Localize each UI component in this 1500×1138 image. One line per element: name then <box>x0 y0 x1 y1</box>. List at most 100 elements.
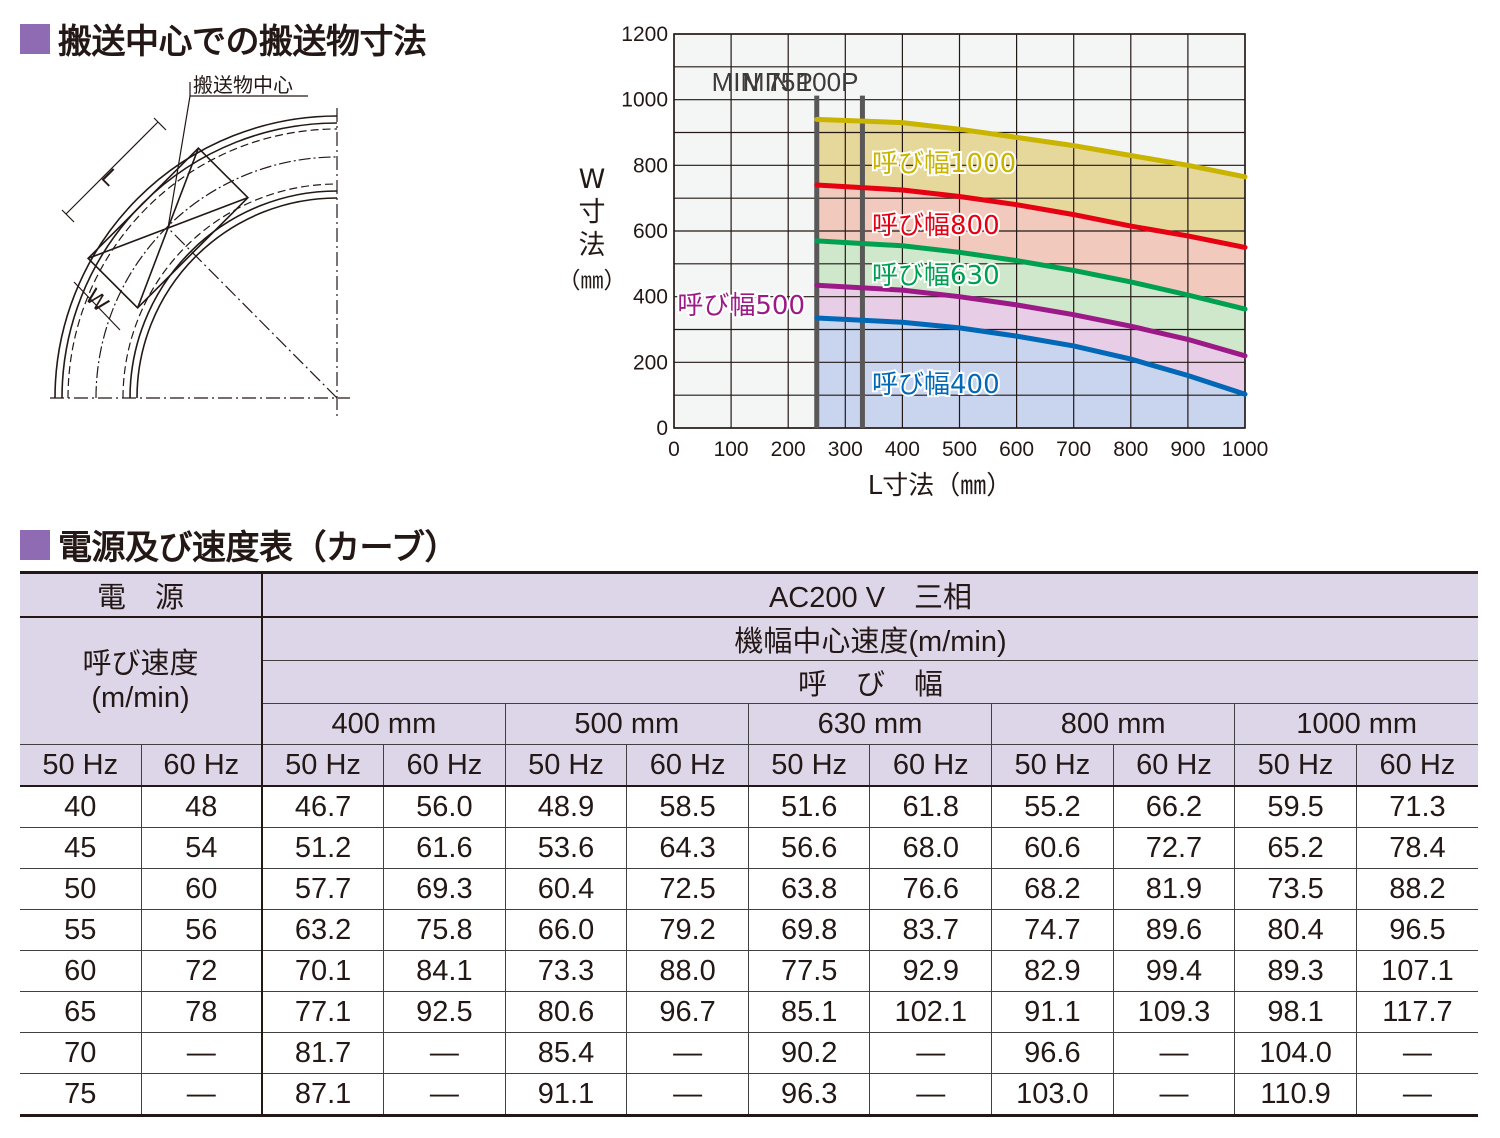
table-cell: 69.3 <box>383 868 506 910</box>
table-cell: — <box>1112 1073 1236 1117</box>
frequency-header-0: 50 Hz <box>20 744 142 787</box>
x-tick-label: 800 <box>1113 438 1148 461</box>
table-cell: — <box>140 1073 264 1117</box>
table-cell: — <box>626 1032 749 1074</box>
table-cell: 56.6 <box>747 827 871 869</box>
table-cell: 91.1 <box>991 991 1114 1033</box>
table-cell: 78.4 <box>1355 827 1478 869</box>
table-cell: 73.5 <box>1234 868 1357 910</box>
table-cell: 60 <box>20 950 142 992</box>
table-cell: 98.1 <box>1234 991 1357 1033</box>
frequency-header-10: 50 Hz <box>1234 744 1357 787</box>
y-axis-title-part-1: W <box>579 164 606 195</box>
rated-speed-unit: (m/min) <box>91 682 190 714</box>
table-cell: 51.2 <box>261 827 385 869</box>
table-row: 50 60 57.7 69.3 60.4 72.5 63.8 76.6 68.2 81.9 73.5… <box>20 868 1478 910</box>
table-cell: 60 <box>140 868 264 910</box>
table-cell: 77.1 <box>261 991 385 1033</box>
table-row: 70—81.7—85.4—90.2—96.6—104.0— <box>20 1032 1478 1074</box>
rated-speed-header: 呼び速度 (m/min) <box>20 616 264 745</box>
y-axis-title-part-4: （㎜） <box>560 268 627 294</box>
x-tick-label: 700 <box>1056 438 1091 461</box>
table-cell: 96.7 <box>626 991 749 1033</box>
table-cell: 77.5 <box>747 950 871 992</box>
table-cell: 65 <box>20 991 142 1033</box>
power-speed-table: 電 源 AC200 V 三相 呼び速度 (m/min) 機幅中心速度(m/min… <box>20 571 1478 1117</box>
table-cell: 72.5 <box>626 868 749 910</box>
table-cell: 75 <box>20 1073 142 1117</box>
x-tick-label: 200 <box>771 438 806 461</box>
table-cell: 59.5 <box>1234 785 1357 828</box>
widths-row: 400 mm 500 mm 630 mm 800 mm 1000 mm <box>20 703 1478 745</box>
table-cell: 70 <box>20 1032 142 1074</box>
section-heading-dimensions: 搬送中心での搬送物寸法 <box>20 14 427 63</box>
table-row: 65 78 77.1 92.5 80.6 96.7 85.1 102.1 91.1 109.3 98… <box>20 991 1478 1033</box>
power-value: AC200 V 三相 <box>261 571 1478 618</box>
area-band-0 <box>816 119 1245 248</box>
table-cell: 83.7 <box>869 909 993 951</box>
width-header-2: 630 mm <box>747 703 993 745</box>
y-tick-label: 1200 <box>621 23 668 46</box>
table-cell: 91.1 <box>504 1073 628 1117</box>
table-cell: 55.2 <box>991 785 1114 828</box>
series-label-3: 呼び幅500 <box>677 291 805 321</box>
frequency-header-8: 50 Hz <box>991 744 1114 787</box>
width-header-3: 800 mm <box>991 703 1236 745</box>
table-cell: 65.2 <box>1234 827 1357 869</box>
table-cell: 90.2 <box>747 1032 871 1074</box>
x-tick-label: 100 <box>714 438 749 461</box>
width-header-1: 500 mm <box>504 703 749 745</box>
width-header-0: 400 mm <box>262 703 506 745</box>
table-cell: — <box>869 1073 993 1117</box>
table-cell: 85.4 <box>504 1032 628 1074</box>
table-cell: 99.4 <box>1112 950 1236 992</box>
x-tick-label: 600 <box>999 438 1034 461</box>
table-cell: — <box>1355 1032 1478 1074</box>
center-speed-label: 機幅中心速度(m/min) <box>261 616 1478 661</box>
table-cell: 82.9 <box>991 950 1114 992</box>
x-tick-label: 300 <box>828 438 863 461</box>
table-cell: 89.6 <box>1112 909 1236 951</box>
transport-dimension-chart: 0 100 200 300 400 500 600 700 800 900 1000 0 200 400 6… <box>560 23 1268 501</box>
table-cell: 45 <box>20 827 142 869</box>
table-cell: 57.7 <box>261 868 385 910</box>
curve-dimension-diagram: 搬送物中心 L W <box>50 73 350 418</box>
table-cell: 80.6 <box>504 991 628 1033</box>
series-line-4 <box>814 315 1248 397</box>
table-cell: 70.1 <box>261 950 385 992</box>
frequency-header-7: 60 Hz <box>869 744 993 787</box>
table-cell: 69.8 <box>747 909 871 951</box>
section-heading-power-speed-text: 電源及び速度表（カーブ） <box>58 528 458 568</box>
frequency-header-9: 60 Hz <box>1112 744 1236 787</box>
frequency-header-1: 60 Hz <box>140 744 264 787</box>
plot-frame <box>673 33 1246 429</box>
table-cell: 96.3 <box>747 1073 871 1117</box>
x-tick-label: 900 <box>1170 438 1205 461</box>
table-cell: 40 <box>20 785 142 828</box>
table-cell: 60.6 <box>991 827 1114 869</box>
series-label-1: 呼び幅800 <box>872 211 1000 241</box>
table-cell: 50 <box>20 868 142 910</box>
rated-speed-label: 呼び速度 <box>82 648 199 680</box>
table-cell: — <box>626 1073 749 1117</box>
x-axis-title: L寸法（㎜） <box>868 471 1013 501</box>
width-label: 呼 び 幅 <box>262 660 1478 704</box>
table-cell: — <box>140 1032 264 1074</box>
width-header-4: 1000 mm <box>1234 703 1478 745</box>
table-cell: 53.6 <box>504 827 628 869</box>
table-cell: 58.5 <box>626 785 749 828</box>
area-band-1 <box>816 185 1245 310</box>
table-cell: 66.2 <box>1112 785 1236 828</box>
table-cell: 61.8 <box>869 785 993 828</box>
y-tick-label: 0 <box>656 417 668 440</box>
table-cell: 75.8 <box>383 909 506 951</box>
table-cell: 102.1 <box>869 991 993 1033</box>
length-L-label: L <box>96 165 123 192</box>
table-cell: 84.1 <box>383 950 506 992</box>
table-cell: 48.9 <box>504 785 628 828</box>
table-row: 55 56 63.2 75.8 66.0 79.2 69.8 83.7 74.7 89.6 80.4… <box>20 909 1478 951</box>
min-pitch-label-1: MIN 100P <box>743 67 859 97</box>
table-cell: — <box>383 1073 506 1117</box>
table-cell: 56 <box>140 909 264 951</box>
table-row: 60 72 70.1 84.1 73.3 88.0 77.5 92.9 82.9 99.4 89.3… <box>20 950 1478 992</box>
